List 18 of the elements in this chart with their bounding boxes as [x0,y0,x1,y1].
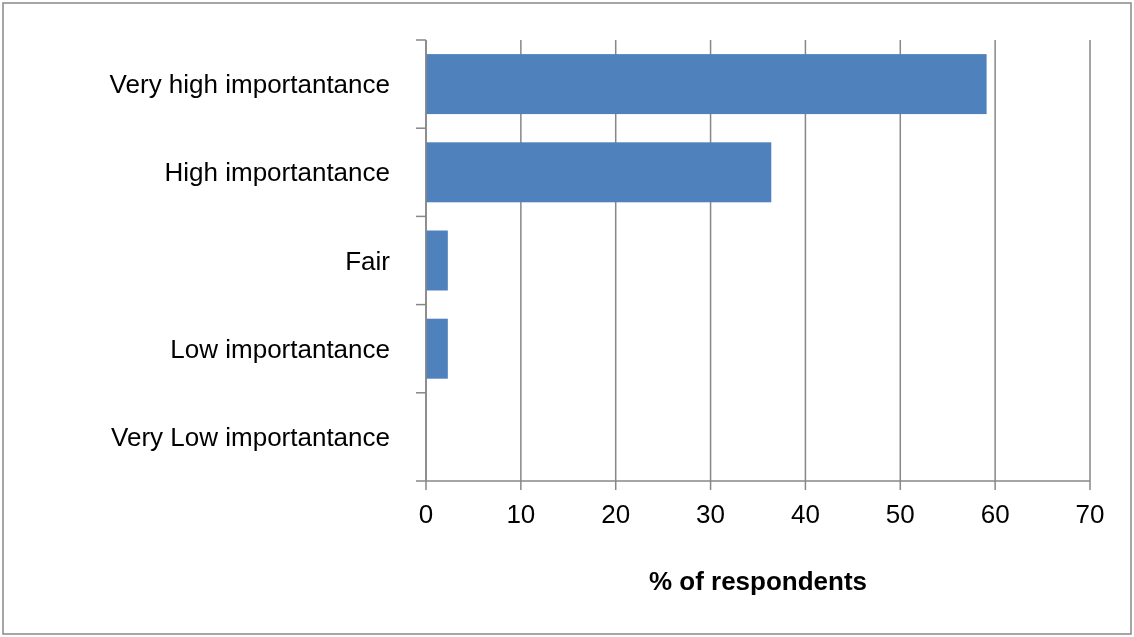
bar [426,230,448,291]
bar [426,142,772,203]
x-tick-label: 50 [885,499,915,529]
y-tick-label: Low importantance [170,333,390,364]
x-tick-label: 60 [980,499,1010,529]
bar [426,54,987,115]
x-tick-label: 20 [601,499,631,529]
y-tick-label: Very high importantance [109,69,390,100]
x-tick-label: 70 [1075,499,1105,529]
x-tick-label: 30 [696,499,726,529]
bar [426,318,448,379]
y-tick-label: Fair [345,245,391,276]
y-tick-label: Very Low importantance [111,422,390,452]
x-axis-title: % of respondents [648,566,868,596]
y-tick-label: High importantance [164,157,390,188]
x-tick-label: 0 [418,499,434,529]
x-tick-label: 40 [790,499,820,529]
x-tick-label: 10 [506,499,536,529]
